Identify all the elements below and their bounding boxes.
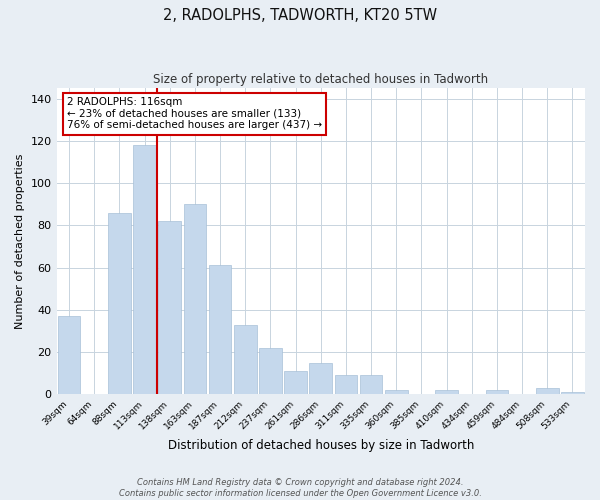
Bar bbox=[259, 348, 282, 394]
Bar bbox=[485, 390, 508, 394]
Bar bbox=[158, 221, 181, 394]
Bar bbox=[561, 392, 584, 394]
Title: Size of property relative to detached houses in Tadworth: Size of property relative to detached ho… bbox=[153, 72, 488, 86]
Bar bbox=[536, 388, 559, 394]
Bar bbox=[310, 362, 332, 394]
Bar bbox=[108, 212, 131, 394]
X-axis label: Distribution of detached houses by size in Tadworth: Distribution of detached houses by size … bbox=[167, 440, 474, 452]
Text: Contains HM Land Registry data © Crown copyright and database right 2024.
Contai: Contains HM Land Registry data © Crown c… bbox=[119, 478, 481, 498]
Bar bbox=[234, 324, 257, 394]
Bar bbox=[58, 316, 80, 394]
Bar bbox=[385, 390, 407, 394]
Bar bbox=[209, 266, 232, 394]
Bar bbox=[335, 375, 357, 394]
Y-axis label: Number of detached properties: Number of detached properties bbox=[15, 154, 25, 329]
Bar bbox=[360, 375, 382, 394]
Text: 2, RADOLPHS, TADWORTH, KT20 5TW: 2, RADOLPHS, TADWORTH, KT20 5TW bbox=[163, 8, 437, 22]
Bar bbox=[133, 145, 156, 394]
Text: 2 RADOLPHS: 116sqm
← 23% of detached houses are smaller (133)
76% of semi-detach: 2 RADOLPHS: 116sqm ← 23% of detached hou… bbox=[67, 97, 322, 130]
Bar bbox=[284, 371, 307, 394]
Bar bbox=[184, 204, 206, 394]
Bar bbox=[435, 390, 458, 394]
